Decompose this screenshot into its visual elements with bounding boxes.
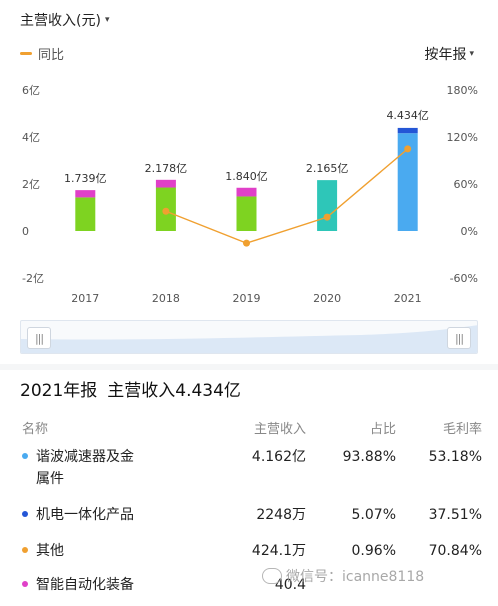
summary-heading: 2021年报 主营收入4.434亿 — [20, 376, 241, 401]
row-name: 谐波减速器及金 — [36, 449, 134, 465]
period-dropdown[interactable]: 按年报 ▾ — [424, 44, 474, 64]
title-text: 主营收入(元) — [20, 13, 101, 29]
revenue-chart: -2亿 0 2亿 4亿 6亿 -60% 0% 60% 120% 180% 1.739亿 2017 2.1… — [22, 84, 478, 305]
bar-segment — [236, 187, 257, 197]
page-title[interactable]: 主营收入(元) ▾ — [20, 10, 109, 30]
y-right-tick-label: 60% — [454, 178, 478, 191]
period-label: 按年报 — [424, 47, 467, 63]
slider-area — [21, 325, 477, 353]
range-slider[interactable]: ||| ||| — [20, 320, 478, 354]
bar-value-label: 1.739亿 — [64, 172, 107, 185]
table-row[interactable]: 谐波减速器及金 属件 4.162亿 93.88% 53.18% — [20, 446, 482, 504]
y-left-tick-label: 0 — [22, 225, 29, 238]
bar-segment — [397, 127, 418, 134]
row-revenue: 424.1万 — [251, 543, 306, 559]
y-right-tick-label: 0% — [461, 225, 478, 238]
legend-line-icon — [20, 52, 32, 55]
row-share: 93.88% — [342, 449, 396, 465]
header-share: 占比 — [369, 421, 396, 437]
watermark-text: 微信号：icanne8118 — [286, 569, 425, 585]
row-name-cont: 属件 — [36, 471, 64, 487]
y-left-tick-label: -2亿 — [22, 272, 44, 285]
row-share: 5.07% — [351, 507, 396, 523]
table-row[interactable]: 其他 424.1万 0.96% 70.84% — [20, 540, 482, 574]
yoy-line — [165, 148, 409, 244]
row-share: 0.96% — [351, 543, 396, 559]
chevron-down-icon: ▾ — [469, 49, 474, 59]
bar-value-label: 1.840亿 — [225, 170, 268, 183]
bar-value-label: 4.434亿 — [386, 109, 429, 122]
x-tick-label: 2018 — [152, 292, 180, 305]
legend-label: 同比 — [38, 48, 65, 63]
bar-segment — [317, 180, 338, 231]
slider-handle-left[interactable]: ||| — [27, 327, 51, 349]
yoy-point — [162, 207, 170, 215]
header-name: 名称 — [22, 421, 49, 437]
chevron-down-icon: ▾ — [104, 15, 110, 25]
bar-segment — [75, 190, 96, 198]
row-margin: 70.84% — [428, 543, 482, 559]
row-name: 机电一体化产品 — [36, 507, 134, 523]
bar-segment — [155, 179, 176, 188]
series-dot — [22, 453, 28, 459]
series-dot — [22, 581, 28, 587]
series-dot — [22, 547, 28, 553]
row-name: 其他 — [36, 543, 64, 559]
summary-text: 主营收入4.434亿 — [107, 381, 241, 401]
bar-value-label: 2.178亿 — [145, 162, 188, 175]
section-divider — [0, 364, 498, 370]
table-row[interactable]: 机电一体化产品 2248万 5.07% 37.51% — [20, 504, 482, 540]
header-margin: 毛利率 — [442, 421, 482, 437]
bar-segment — [236, 196, 257, 231]
row-margin: 37.51% — [428, 507, 482, 523]
x-tick-label: 2019 — [233, 292, 261, 305]
y-right-tick-label: -60% — [450, 272, 478, 285]
yoy-point — [323, 213, 331, 221]
table-row[interactable]: 智能自动化装备 40.4 — [20, 574, 482, 604]
y-right-tick-label: 180% — [447, 84, 478, 97]
bar-value-label: 2.165亿 — [306, 162, 349, 175]
wechat-icon — [262, 568, 282, 584]
row-revenue: 40.4 — [274, 577, 306, 593]
y-right-tick-label: 120% — [447, 131, 478, 144]
chart-legend[interactable]: 同比 — [20, 44, 64, 63]
slider-handle-right[interactable]: ||| — [447, 327, 471, 349]
y-left-tick-label: 6亿 — [22, 84, 40, 97]
row-margin: 53.18% — [428, 449, 482, 465]
row-name: 智能自动化装备 — [36, 577, 134, 593]
watermark: 微信号：icanne8118 — [262, 566, 424, 586]
x-tick-label: 2021 — [394, 292, 422, 305]
row-revenue: 4.162亿 — [251, 449, 306, 465]
x-tick-label: 2017 — [71, 292, 99, 305]
header-revenue: 主营收入 — [253, 421, 306, 437]
yoy-point — [243, 239, 250, 247]
summary-period: 2021年报 — [20, 381, 98, 401]
table-header: 名称 主营收入 占比 毛利率 — [20, 416, 482, 438]
yoy-point — [404, 145, 412, 153]
x-tick-label: 2020 — [313, 292, 341, 305]
y-left-tick-label: 2亿 — [22, 178, 40, 191]
bar-segment — [397, 133, 418, 231]
revenue-table: 名称 主营收入 占比 毛利率 谐波减速器及金 属件 4.162亿 93.88% … — [20, 416, 482, 604]
row-revenue: 2248万 — [256, 507, 306, 523]
bar-segment — [75, 197, 96, 231]
series-dot — [22, 511, 28, 517]
y-left-tick-label: 4亿 — [22, 131, 40, 144]
